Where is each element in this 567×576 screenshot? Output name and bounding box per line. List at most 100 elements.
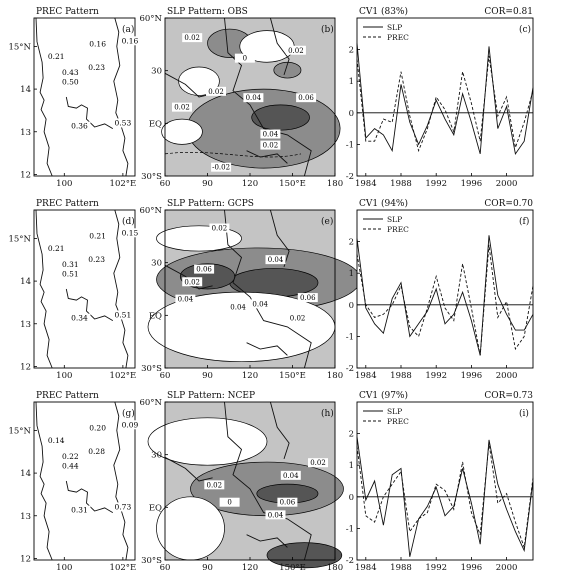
- plot-area: [357, 402, 533, 560]
- legend-label: SLP: [387, 23, 402, 32]
- legend-box: [361, 21, 419, 43]
- value-bg: [118, 36, 141, 46]
- prec-value-label: 0.20: [89, 423, 106, 432]
- coastline-gulf: [65, 480, 114, 513]
- x-tick-label: 100: [56, 563, 72, 573]
- prec-value-label: 0.36: [71, 122, 88, 131]
- contour-label-bg: [209, 223, 230, 233]
- panel-label: (g): [122, 408, 135, 419]
- x-tick-label: 1988: [390, 179, 412, 189]
- prec-value-label: 0.31: [62, 260, 79, 269]
- value-bg: [68, 505, 91, 515]
- panel-label: (a): [122, 24, 134, 35]
- prec-value-label: 0.73: [115, 502, 132, 511]
- y-tick-label: -2: [346, 364, 354, 374]
- x-tick-label: 1984: [355, 179, 377, 189]
- prec-panel: PREC Pattern (g) 15°N 14 13 12 100 102°E 0.20 0.0…: [8, 391, 141, 573]
- prec-value-label: 0.22: [62, 452, 79, 461]
- slp-title: SLP Pattern: GCPS: [167, 199, 254, 209]
- contour-label: 0.02: [212, 225, 228, 233]
- contour-label-bg: [243, 93, 264, 103]
- prec-title: PREC Pattern: [36, 7, 99, 17]
- prec-value-label: 0.16: [122, 36, 139, 45]
- x-tick-label: 2000: [496, 563, 518, 573]
- x-tick-label: 180: [327, 563, 343, 573]
- contour-label: -0.02: [212, 164, 230, 172]
- coastline-islands: [246, 150, 288, 164]
- panel-label: (e): [321, 216, 333, 227]
- y-tick-label: 30: [151, 451, 162, 461]
- series-line-prec: [356, 55, 534, 153]
- chart-frame: [356, 209, 534, 369]
- value-bg: [68, 313, 91, 323]
- legend-label: PREC: [387, 225, 409, 234]
- x-tick-label: 2000: [496, 179, 518, 189]
- x-tick-label: 60: [160, 371, 171, 381]
- value-bg: [118, 420, 141, 430]
- prec-value-label: 0.50: [62, 77, 79, 86]
- contour-label: 0.02: [208, 88, 224, 96]
- x-tick-label: 1984: [355, 371, 377, 381]
- coastline-japan: [269, 17, 290, 76]
- cv-line-chart: CV1 (94%) COR=0.70 -2 -1 0 1 2 1984 1988 1992 1996…: [346, 198, 534, 381]
- x-tick-label: 60: [160, 179, 171, 189]
- y-tick-label: 15°N: [8, 234, 31, 244]
- x-tick-label: 60: [160, 563, 171, 573]
- prec-value-label: 0.23: [88, 255, 105, 264]
- contour-label: 0.02: [207, 481, 223, 489]
- y-tick-label: 2: [349, 46, 354, 56]
- coastline-japan: [269, 209, 290, 268]
- y-tick-label: -2: [346, 172, 354, 182]
- coastline-india: [164, 72, 213, 98]
- coastline-islands: [246, 342, 288, 356]
- contour-label: 0.04: [263, 131, 279, 139]
- y-tick-label: 30: [151, 67, 162, 77]
- contour-label-bg: [285, 45, 306, 55]
- chart-title: CV1 (97%): [359, 390, 408, 401]
- contour-label-bg: [250, 299, 271, 309]
- x-tick-label: 1996: [461, 179, 483, 189]
- coastline-gulf: [65, 288, 114, 321]
- y-tick-label: 12: [20, 170, 31, 180]
- contour-label: 0.02: [263, 142, 279, 150]
- value-bg: [118, 228, 141, 238]
- contour-region: [273, 61, 302, 79]
- x-tick-label: 1992: [425, 179, 447, 189]
- y-tick-label: 60°N: [139, 14, 162, 24]
- coastline-japan: [269, 401, 290, 460]
- contour-label: 0.02: [184, 278, 200, 286]
- slp-panel: SLP Pattern: OBS (b) 60°N 30 EQ 30°S60 90 120 15…: [139, 7, 343, 189]
- x-tick-label: 100: [56, 371, 72, 381]
- prec-value-label: 0.51: [115, 310, 132, 319]
- y-tick-label: -1: [346, 332, 354, 342]
- slp-panel: SLP Pattern: NCEP (h) 60°N 30 EQ 30°S60 90 120 1…: [139, 391, 344, 573]
- coastline-east: [113, 17, 129, 177]
- x-tick-label: 102°E: [110, 179, 137, 189]
- chart-frame: [356, 17, 534, 177]
- y-tick-label: 0: [349, 493, 354, 503]
- x-tick-label: 150°E: [279, 179, 306, 189]
- cv-line-chart: CV1 (97%) COR=0.73 -2 -1 0 1 2 1984 1988 1992 1996…: [346, 390, 534, 573]
- contour-label: 0.06: [300, 294, 316, 302]
- prec-value-label: 0.43: [62, 68, 79, 77]
- prec-value-label: 0.34: [71, 314, 88, 323]
- y-tick-label: 14: [20, 85, 31, 95]
- contour-label-bg: [234, 53, 255, 63]
- y-tick-label: 30: [151, 259, 162, 269]
- y-tick-label: 2: [349, 430, 354, 440]
- contour-label-bg: [308, 458, 328, 468]
- value-bg: [111, 118, 134, 128]
- value-bg: [86, 423, 109, 433]
- correlation-label: COR=0.73: [484, 391, 533, 401]
- prec-value-label: 0.21: [48, 244, 65, 253]
- contour-label: 0.02: [310, 459, 326, 467]
- legend-label: SLP: [387, 215, 402, 224]
- prec-panel: PREC Pattern (d) 15°N 14 13 12 100 102°E 0.21 0.1…: [8, 199, 141, 381]
- contour-region: [161, 118, 203, 145]
- x-tick-label: 120: [242, 179, 258, 189]
- value-bg: [59, 67, 82, 77]
- contour-label-bg: [287, 313, 308, 323]
- x-tick-label: 180: [327, 371, 343, 381]
- y-tick-label: 13: [20, 512, 31, 522]
